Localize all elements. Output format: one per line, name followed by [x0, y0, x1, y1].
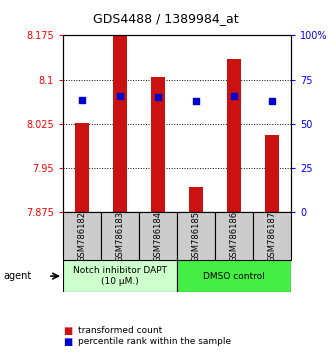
Text: agent: agent: [3, 271, 31, 281]
Bar: [63, 260, 177, 292]
Text: Notch inhibitor DAPT
(10 μM.): Notch inhibitor DAPT (10 μM.): [73, 267, 167, 286]
Point: [156, 94, 161, 99]
Bar: [63, 212, 101, 260]
Bar: [227, 59, 241, 212]
Bar: [215, 212, 253, 260]
Point: [193, 99, 199, 104]
Text: ■: ■: [63, 326, 72, 336]
Bar: [113, 35, 127, 212]
Bar: [75, 123, 89, 212]
Text: GSM786183: GSM786183: [116, 211, 124, 262]
Point: [269, 99, 275, 104]
Text: GDS4488 / 1389984_at: GDS4488 / 1389984_at: [93, 12, 238, 25]
Bar: [151, 77, 165, 212]
Bar: [139, 212, 177, 260]
Point: [79, 97, 85, 103]
Text: percentile rank within the sample: percentile rank within the sample: [78, 337, 231, 346]
Bar: [189, 187, 203, 212]
Point: [117, 93, 122, 98]
Bar: [177, 212, 215, 260]
Text: GSM786187: GSM786187: [268, 211, 277, 262]
Text: GSM786182: GSM786182: [77, 211, 86, 262]
Bar: [253, 212, 291, 260]
Text: ■: ■: [63, 337, 72, 347]
Bar: [101, 212, 139, 260]
Text: GSM786186: GSM786186: [230, 211, 239, 262]
Bar: [177, 260, 291, 292]
Bar: [265, 135, 279, 212]
Text: GSM786185: GSM786185: [192, 211, 201, 262]
Text: DMSO control: DMSO control: [203, 272, 265, 281]
Text: transformed count: transformed count: [78, 326, 162, 336]
Point: [232, 93, 237, 99]
Text: GSM786184: GSM786184: [154, 211, 163, 262]
